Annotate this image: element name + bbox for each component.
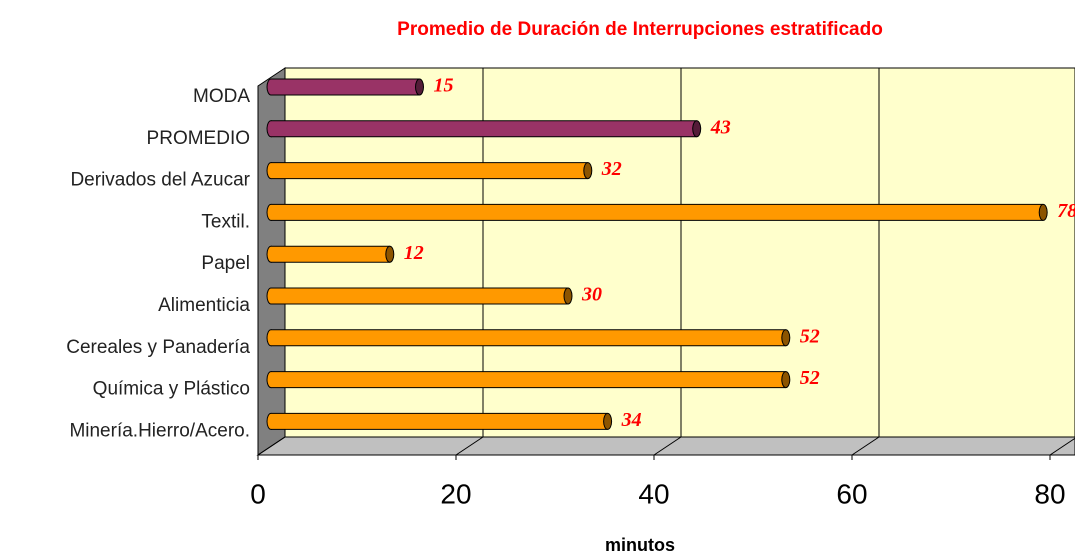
bar-part [1038,203,1048,221]
data-label: 15 [434,75,454,97]
bar-part [271,79,420,95]
bar [266,287,573,305]
y-tick-label: Minería.Hierro/Acero. [69,420,250,441]
floor [256,436,1075,456]
y-tick-label: Cereales y Panadería [66,337,250,358]
y-tick-label: Textil. [201,211,250,232]
data-label: 32 [601,158,622,180]
chart-title: Promedio de Duración de Interrupciones e… [397,19,883,40]
bar-part [271,120,697,137]
bar-part [781,371,791,389]
x-tick-label: 60 [836,478,867,509]
y-tick-label: Química y Plástico [93,379,250,400]
data-label: 78 [1057,200,1075,222]
bar-part [271,371,786,388]
x-tick-label: 40 [638,478,669,509]
bar-part [271,204,1044,221]
floor-grid-line [455,436,484,456]
x-tick-label: 0 [250,478,266,509]
data-label: 30 [581,284,602,306]
bar-part [271,246,390,263]
bar [266,78,424,96]
floor-grid-line [257,436,286,456]
y-tick-label: Derivados del Azucar [70,170,250,191]
bar-part [271,288,568,304]
bar [266,412,613,430]
bar-part [583,162,593,180]
bar [266,329,791,347]
bar [266,371,791,389]
x-tick-label: 20 [440,478,471,509]
data-label: 34 [621,409,642,431]
floor-grid-line [851,436,880,456]
bar-part [271,413,608,430]
bar-part [415,78,424,96]
bar-part [271,329,786,346]
y-tick-label: MODA [193,86,250,107]
bar-part [692,120,702,138]
bar [266,245,395,263]
bar-part [563,287,573,305]
bar [266,203,1048,221]
bar-part [271,162,588,179]
bar-part [781,329,791,347]
floor-grid-line [1049,437,1075,456]
bar-part [385,245,395,263]
bar [266,120,702,138]
y-tick-label: Papel [201,253,250,274]
x-tick-label: 80 [1034,478,1065,509]
y-tick-label: Alimenticia [158,295,250,316]
data-label: 52 [800,325,820,347]
bar [266,162,593,180]
data-label: 12 [404,242,424,264]
x-axis-label: minutos [605,535,675,555]
data-label: 52 [800,367,820,389]
y-tick-label: PROMEDIO [147,128,250,149]
data-label: 43 [710,116,731,138]
floor-grid-line [653,436,682,456]
bar-part [603,412,613,430]
